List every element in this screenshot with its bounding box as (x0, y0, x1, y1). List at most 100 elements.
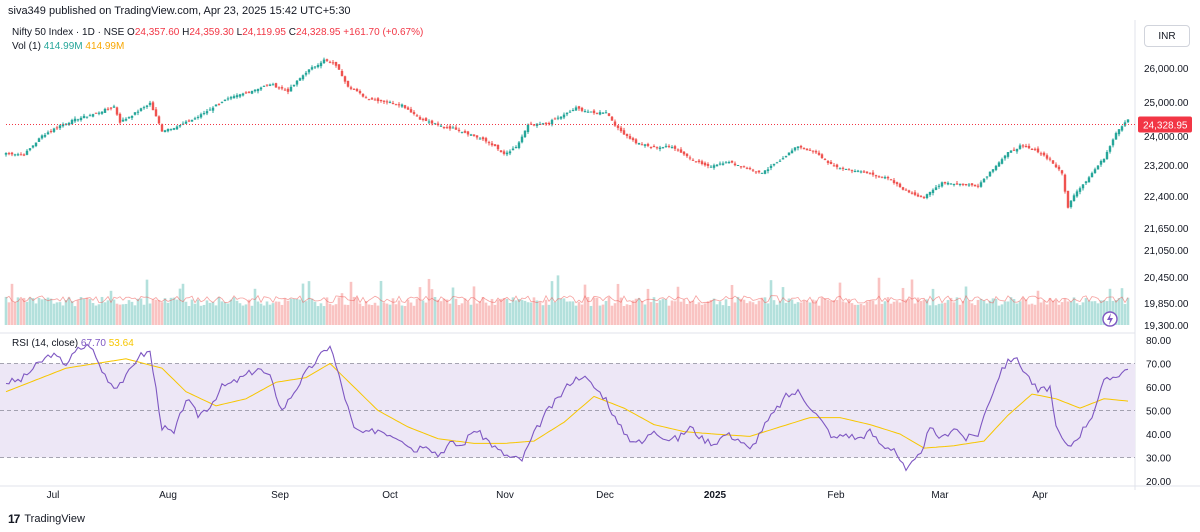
candle-body (709, 166, 713, 168)
price-tick-label: 20,450.00 (1144, 273, 1189, 284)
candle (49, 129, 53, 134)
candle (781, 156, 785, 160)
candle-body (172, 128, 176, 130)
candle-body (526, 124, 530, 132)
candle (892, 177, 896, 185)
volume-bar (367, 304, 371, 325)
candle (925, 193, 929, 200)
candle (820, 153, 824, 159)
volume-bar (550, 281, 554, 325)
volume-bar (937, 303, 941, 325)
candle (1072, 193, 1076, 202)
candle (484, 136, 488, 144)
candle (757, 170, 761, 174)
candle-body (1045, 155, 1049, 159)
volume-bar (301, 283, 305, 325)
volume-bar (961, 301, 965, 325)
candle-body (898, 183, 902, 187)
candle (895, 181, 899, 187)
candle (139, 107, 143, 112)
candle-body (1006, 152, 1010, 157)
volume-bar (181, 283, 185, 325)
rsi-tick-label: 20.00 (1146, 477, 1171, 488)
candle (865, 171, 869, 174)
candle-body (328, 61, 332, 63)
volume-bar (811, 299, 815, 325)
candle-body (472, 134, 476, 136)
candle-body (100, 111, 104, 114)
candle (1108, 145, 1112, 154)
volume-bar (709, 300, 713, 325)
candle-body (148, 102, 152, 105)
candle (556, 115, 560, 121)
legend-vol-label: Vol (1) (12, 41, 41, 52)
rsi-tick-label: 80.00 (1146, 336, 1171, 347)
volume-bar (505, 298, 509, 325)
volume-bar (667, 305, 671, 325)
volume-bar (406, 299, 410, 325)
candle-body (229, 97, 233, 99)
currency-button[interactable]: INR (1144, 25, 1190, 47)
volume-bar (340, 293, 344, 325)
candle-body (415, 115, 419, 117)
candle (763, 170, 767, 175)
rsi-ma-value: 53.64 (108, 338, 134, 349)
volume-bar (628, 304, 632, 325)
candle (1090, 171, 1094, 178)
volume-bar (16, 297, 20, 325)
candle-body (763, 170, 767, 174)
candle-body (1102, 159, 1106, 163)
volume-bar (502, 298, 506, 325)
candle-body (115, 107, 119, 115)
candle-body (691, 159, 695, 161)
candle (823, 158, 827, 161)
legend-close-label: C (288, 27, 296, 38)
candle (775, 161, 779, 164)
volume-bar (361, 306, 365, 325)
volume-bar (988, 300, 992, 325)
candle-body (721, 163, 725, 165)
candle (973, 184, 977, 187)
candle (514, 145, 518, 149)
candle (997, 161, 1001, 167)
last-price-label: 24,328.95 (1143, 120, 1188, 131)
candle (871, 170, 875, 177)
candle-body (1030, 149, 1034, 151)
candle-body (136, 111, 140, 113)
volume-bar (1039, 302, 1043, 325)
candle-body (766, 169, 770, 172)
candle (37, 137, 41, 142)
volume-bar (271, 303, 275, 325)
price-pane[interactable] (4, 57, 1135, 209)
candle-body (391, 102, 395, 104)
volume-bar (544, 299, 548, 325)
candle-body (403, 105, 407, 108)
volume-bar (940, 303, 944, 325)
candle (604, 109, 608, 114)
candle-body (805, 148, 809, 151)
volume-bar (457, 305, 461, 325)
candle (106, 107, 110, 111)
candle-body (247, 91, 251, 93)
candle (691, 158, 695, 161)
volume-bar (91, 302, 95, 325)
candle-body (1051, 160, 1055, 164)
volume-bar (397, 300, 401, 325)
candle-body (340, 70, 344, 77)
candle-body (979, 182, 983, 187)
candle (526, 123, 530, 134)
volume-bar (1075, 303, 1079, 325)
candle (118, 112, 122, 125)
candle-body (286, 88, 290, 92)
candle-body (442, 127, 446, 129)
candle-body (163, 130, 167, 133)
volume-bar (325, 297, 329, 325)
volume-bar (427, 278, 431, 325)
volume-bar (1036, 290, 1040, 325)
candle (553, 117, 557, 120)
candle-body (439, 125, 443, 127)
volume-bar (733, 302, 737, 325)
rsi-pane[interactable] (0, 343, 1135, 472)
candle-body (802, 148, 806, 150)
